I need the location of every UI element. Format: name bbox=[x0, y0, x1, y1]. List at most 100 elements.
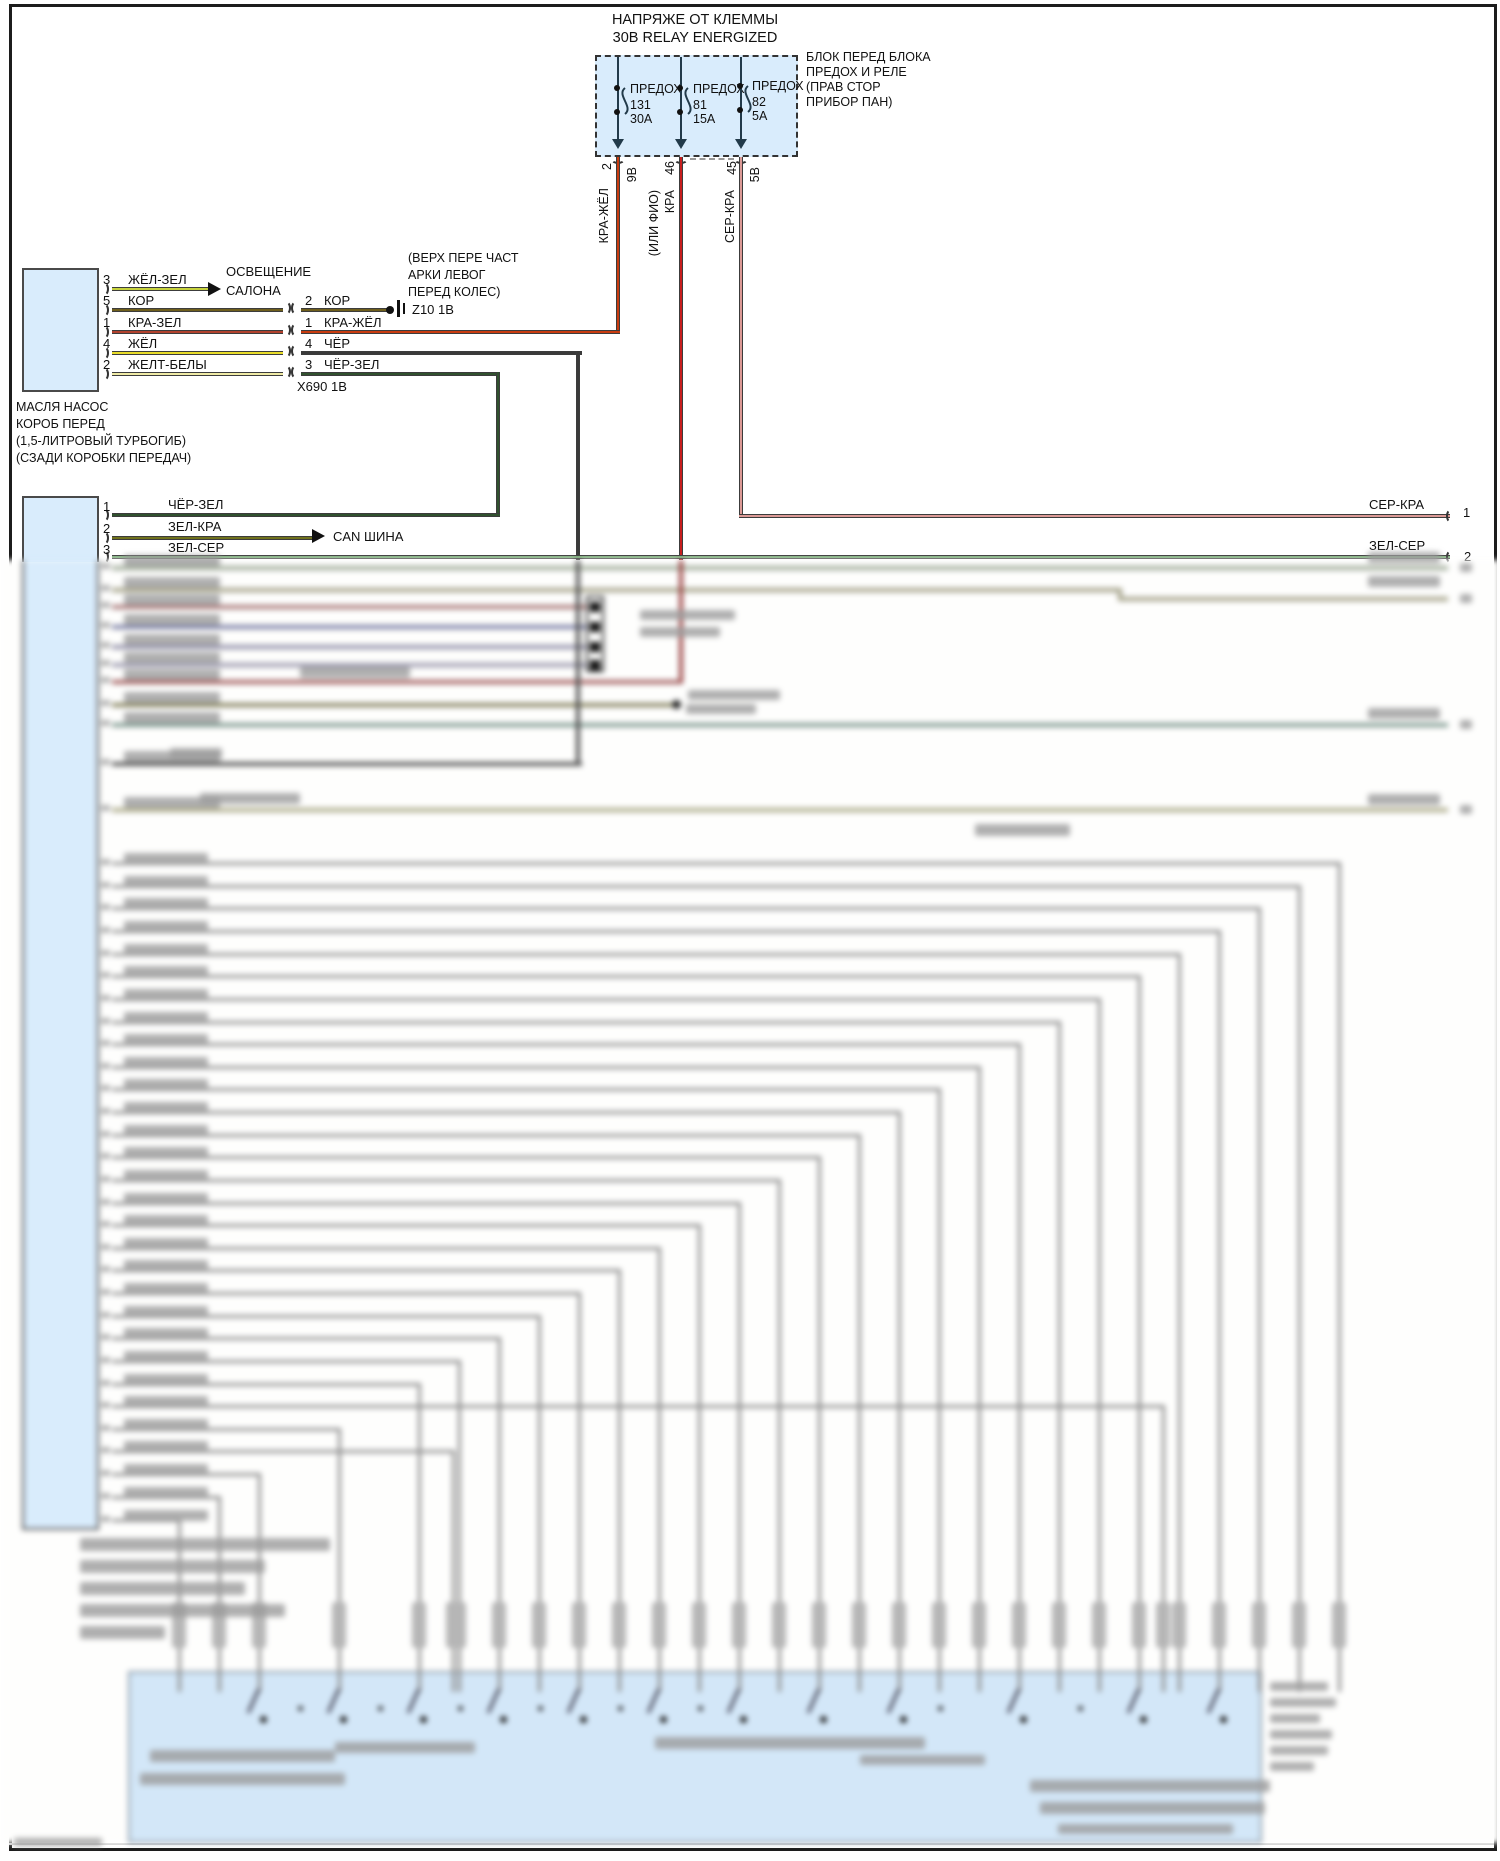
ground-dot-icon bbox=[386, 306, 394, 314]
blurred-pin-number bbox=[101, 1493, 110, 1499]
wire-color-label: ЖЕЛТ-БЕЛЫ bbox=[128, 357, 207, 372]
blurred-label bbox=[14, 1838, 102, 1846]
bus-wire-h bbox=[112, 930, 1221, 933]
bus-wire-v bbox=[778, 1179, 781, 1692]
splice-arc-icon bbox=[291, 323, 301, 337]
ground-location-note: АРКИ ЛЕВОГ bbox=[408, 268, 486, 282]
blurred-label bbox=[80, 1626, 165, 1639]
pin-pill bbox=[1132, 1602, 1146, 1648]
blurred-pin-number bbox=[101, 602, 110, 608]
splice-arc-icon bbox=[281, 323, 291, 337]
fusebox-location-label: (ПРАВ СТОР bbox=[806, 80, 881, 94]
right-edge-wire-label: ЗЕЛ-СЕР bbox=[1369, 538, 1426, 553]
blurred-pin-number bbox=[101, 759, 110, 765]
bus-wire-h bbox=[112, 1292, 581, 1295]
blurred-pin-number bbox=[101, 1357, 110, 1363]
pin-arc-icon bbox=[99, 367, 109, 381]
blurred-pin-number bbox=[101, 1447, 110, 1453]
switch-contact-dot bbox=[340, 1716, 347, 1723]
blurred-pin-number bbox=[101, 1334, 110, 1340]
diagram-title-line2: 30В RELAY ENERGIZED bbox=[612, 30, 778, 46]
wire-color-label: ЗЕЛ-КРА bbox=[168, 519, 222, 534]
blurred-pin-number bbox=[101, 904, 110, 910]
blurred-pin-number bbox=[101, 1516, 110, 1522]
fuse-amps: 15А bbox=[693, 112, 716, 126]
splice-arc-icon bbox=[291, 365, 301, 379]
fuse-amps: 30А bbox=[630, 112, 653, 126]
blurred-label bbox=[1368, 794, 1440, 805]
fusebox-location-label: БЛОК ПЕРЕД БЛОКА bbox=[806, 50, 931, 64]
colored-wire bbox=[112, 566, 1448, 570]
blurred-label bbox=[686, 704, 756, 714]
splice-arc-icon bbox=[291, 301, 301, 315]
pin-number: 2 bbox=[103, 357, 111, 372]
bus-wire-h bbox=[112, 1405, 1165, 1408]
pin-number: 5 bbox=[103, 293, 111, 308]
contact-dot bbox=[458, 1706, 463, 1711]
blurred-label bbox=[140, 1773, 345, 1785]
footer-divider bbox=[9, 1843, 1494, 1845]
cabin-light-note: ОСВЕЩЕНИЕ bbox=[226, 264, 312, 279]
blurred-label bbox=[1270, 1682, 1328, 1691]
colored-wire bbox=[112, 808, 1448, 812]
bus-wire-h bbox=[112, 1043, 1021, 1046]
pin-pill bbox=[1156, 1602, 1170, 1648]
blurred-label bbox=[1030, 1780, 1270, 1792]
contact-dot bbox=[698, 1706, 703, 1711]
blurred-pin-number bbox=[101, 1312, 110, 1318]
fuse-terminal-dot bbox=[614, 85, 620, 91]
bus-wire-v bbox=[1162, 1405, 1165, 1692]
blurred-label bbox=[124, 1193, 208, 1204]
connector1-label: (1,5-ЛИТРОВЫЙ ТУРБОГИБ) bbox=[16, 434, 186, 448]
switch-contact-dot bbox=[740, 1716, 747, 1723]
bus-wire-h bbox=[112, 1247, 661, 1250]
blurred-label bbox=[1460, 563, 1472, 572]
splice-arc-icon bbox=[281, 344, 291, 358]
blurred-pin-number bbox=[101, 1199, 110, 1205]
switch-contact-dot bbox=[1020, 1716, 1027, 1723]
bus-wire-v bbox=[1098, 998, 1101, 1692]
bus-wire-h bbox=[112, 1269, 621, 1272]
blurred-pin-number bbox=[101, 1244, 110, 1250]
feed-terminal: 9В bbox=[625, 167, 639, 183]
pin-arc-icon bbox=[99, 282, 109, 296]
connector1-label: КОРОБ ПЕРЕД bbox=[16, 417, 105, 431]
blurred-pin-number bbox=[101, 700, 110, 706]
ground-bar-icon bbox=[397, 300, 400, 317]
arrow-right-icon bbox=[208, 282, 221, 296]
pin-pill bbox=[652, 1602, 666, 1648]
pin-pill bbox=[332, 1602, 346, 1648]
wire-kra-zhel-vertical bbox=[616, 157, 620, 334]
bus-wire-v bbox=[1018, 1043, 1021, 1692]
blurred-label bbox=[124, 944, 208, 955]
bus-wire-v bbox=[898, 1111, 901, 1692]
pin-number: 1 bbox=[103, 315, 111, 330]
blurred-pin-number bbox=[101, 1221, 110, 1227]
blurred-label bbox=[124, 652, 220, 663]
blurred-label bbox=[124, 594, 220, 605]
bus-wire-h bbox=[112, 1202, 741, 1205]
blurred-label bbox=[300, 667, 410, 678]
pin-pill bbox=[572, 1602, 586, 1648]
colored-wire bbox=[1118, 588, 1122, 601]
pin-pill bbox=[932, 1602, 946, 1648]
blurred-pin-number bbox=[101, 720, 110, 726]
contact-dot bbox=[378, 1706, 383, 1711]
blurred-label bbox=[124, 1260, 208, 1271]
wire-kra-zel bbox=[112, 330, 283, 334]
colored-wire bbox=[112, 762, 582, 766]
right-edge-pin-number: 1 bbox=[1463, 505, 1471, 520]
bus-wire-v bbox=[498, 1337, 501, 1692]
wire-color-label: ЧЁР-ЗЕЛ bbox=[324, 357, 380, 372]
blurred-pin-number bbox=[101, 950, 110, 956]
blurred-pin-number bbox=[101, 622, 110, 628]
wire-color-label: КРА-ЖЁЛ bbox=[324, 315, 382, 330]
fuse-terminal-dot bbox=[677, 109, 683, 115]
pin-pill bbox=[492, 1602, 506, 1648]
blurred-label bbox=[124, 634, 220, 645]
blurred-pin-number bbox=[101, 660, 110, 666]
blurred-pin-number bbox=[101, 1176, 110, 1182]
wire-color-label: ЧЁР bbox=[324, 336, 351, 351]
wire-color-label: СЕР-КРА bbox=[723, 190, 737, 243]
blurred-label bbox=[124, 989, 208, 1000]
